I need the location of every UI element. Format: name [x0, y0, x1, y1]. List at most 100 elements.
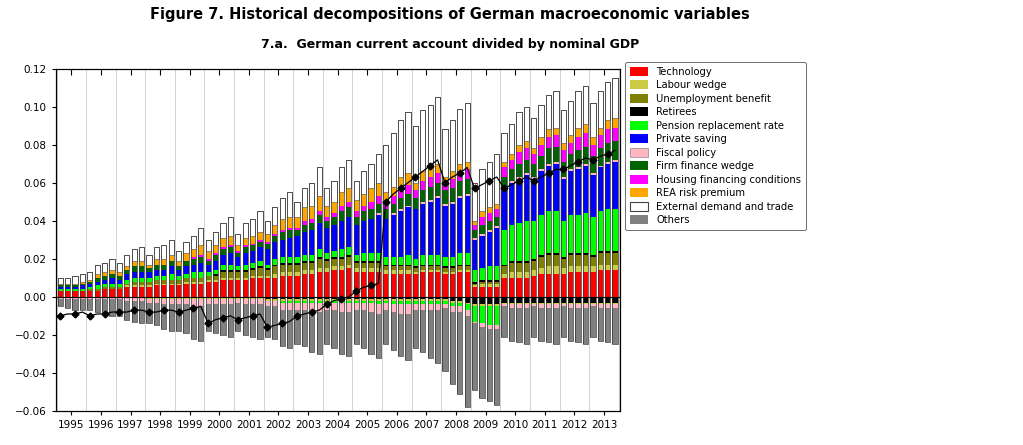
- Bar: [117, 283, 122, 287]
- Bar: [169, 240, 174, 297]
- Bar: [457, 297, 462, 394]
- Bar: [339, 192, 344, 206]
- Bar: [309, 263, 314, 270]
- Bar: [346, 247, 352, 255]
- Bar: [162, 246, 167, 259]
- Bar: [442, 274, 448, 297]
- Bar: [472, 306, 477, 322]
- Bar: [324, 310, 329, 344]
- Bar: [590, 217, 595, 255]
- Bar: [597, 251, 603, 253]
- Bar: [295, 236, 300, 257]
- Bar: [124, 255, 130, 297]
- Bar: [87, 299, 92, 310]
- Bar: [331, 213, 337, 217]
- Bar: [450, 267, 455, 268]
- Bar: [132, 272, 137, 278]
- Bar: [94, 274, 100, 278]
- Bar: [176, 280, 181, 283]
- Bar: [198, 257, 204, 263]
- Bar: [272, 301, 277, 306]
- Bar: [517, 152, 522, 164]
- Bar: [242, 304, 248, 335]
- Bar: [346, 202, 352, 207]
- Bar: [442, 308, 448, 371]
- Bar: [57, 278, 62, 283]
- Bar: [250, 268, 256, 270]
- Bar: [228, 264, 233, 270]
- Bar: [309, 183, 314, 297]
- Bar: [508, 170, 515, 181]
- Bar: [361, 297, 366, 299]
- Bar: [553, 135, 559, 146]
- Bar: [286, 257, 293, 263]
- Bar: [57, 283, 62, 285]
- Bar: [442, 301, 448, 304]
- Bar: [213, 299, 218, 304]
- Bar: [220, 255, 226, 264]
- Bar: [412, 274, 418, 297]
- Bar: [339, 303, 344, 312]
- Bar: [531, 297, 536, 337]
- Bar: [464, 170, 470, 179]
- Bar: [132, 278, 137, 282]
- Bar: [605, 82, 611, 297]
- Bar: [228, 297, 233, 337]
- Bar: [316, 196, 322, 211]
- Bar: [228, 247, 233, 253]
- Bar: [272, 236, 277, 242]
- Bar: [428, 304, 433, 310]
- Bar: [73, 287, 78, 289]
- Bar: [183, 304, 188, 333]
- Bar: [457, 109, 462, 297]
- Bar: [420, 304, 426, 310]
- Bar: [405, 264, 410, 267]
- Bar: [109, 297, 115, 316]
- Bar: [546, 297, 551, 303]
- Bar: [206, 276, 211, 280]
- Bar: [190, 236, 196, 249]
- Bar: [605, 297, 611, 303]
- Bar: [553, 304, 559, 308]
- Bar: [487, 297, 492, 304]
- Bar: [405, 267, 410, 270]
- Bar: [538, 171, 544, 215]
- Bar: [316, 272, 322, 297]
- Bar: [398, 198, 403, 209]
- Bar: [124, 283, 130, 285]
- Bar: [302, 297, 307, 299]
- Bar: [302, 263, 307, 270]
- Bar: [354, 211, 359, 217]
- Bar: [169, 240, 174, 255]
- Bar: [420, 267, 426, 270]
- Bar: [139, 261, 144, 267]
- Bar: [398, 304, 403, 314]
- Bar: [450, 268, 455, 272]
- Bar: [324, 297, 329, 299]
- Bar: [605, 129, 611, 143]
- Bar: [442, 297, 448, 371]
- Bar: [605, 304, 611, 308]
- Bar: [590, 257, 595, 267]
- Bar: [316, 259, 322, 268]
- Bar: [124, 270, 130, 274]
- Bar: [102, 297, 107, 314]
- Bar: [398, 267, 403, 270]
- Bar: [302, 299, 307, 301]
- Bar: [420, 190, 426, 202]
- Bar: [190, 264, 196, 272]
- Bar: [279, 257, 284, 263]
- Bar: [517, 278, 522, 297]
- Bar: [73, 276, 78, 283]
- Bar: [183, 297, 188, 299]
- Bar: [590, 137, 595, 145]
- Bar: [272, 306, 277, 339]
- Bar: [524, 261, 529, 263]
- Bar: [57, 287, 62, 289]
- Bar: [87, 283, 92, 287]
- Bar: [597, 91, 603, 128]
- Bar: [420, 297, 426, 299]
- Bar: [190, 283, 196, 297]
- Bar: [568, 255, 574, 267]
- Bar: [228, 246, 233, 247]
